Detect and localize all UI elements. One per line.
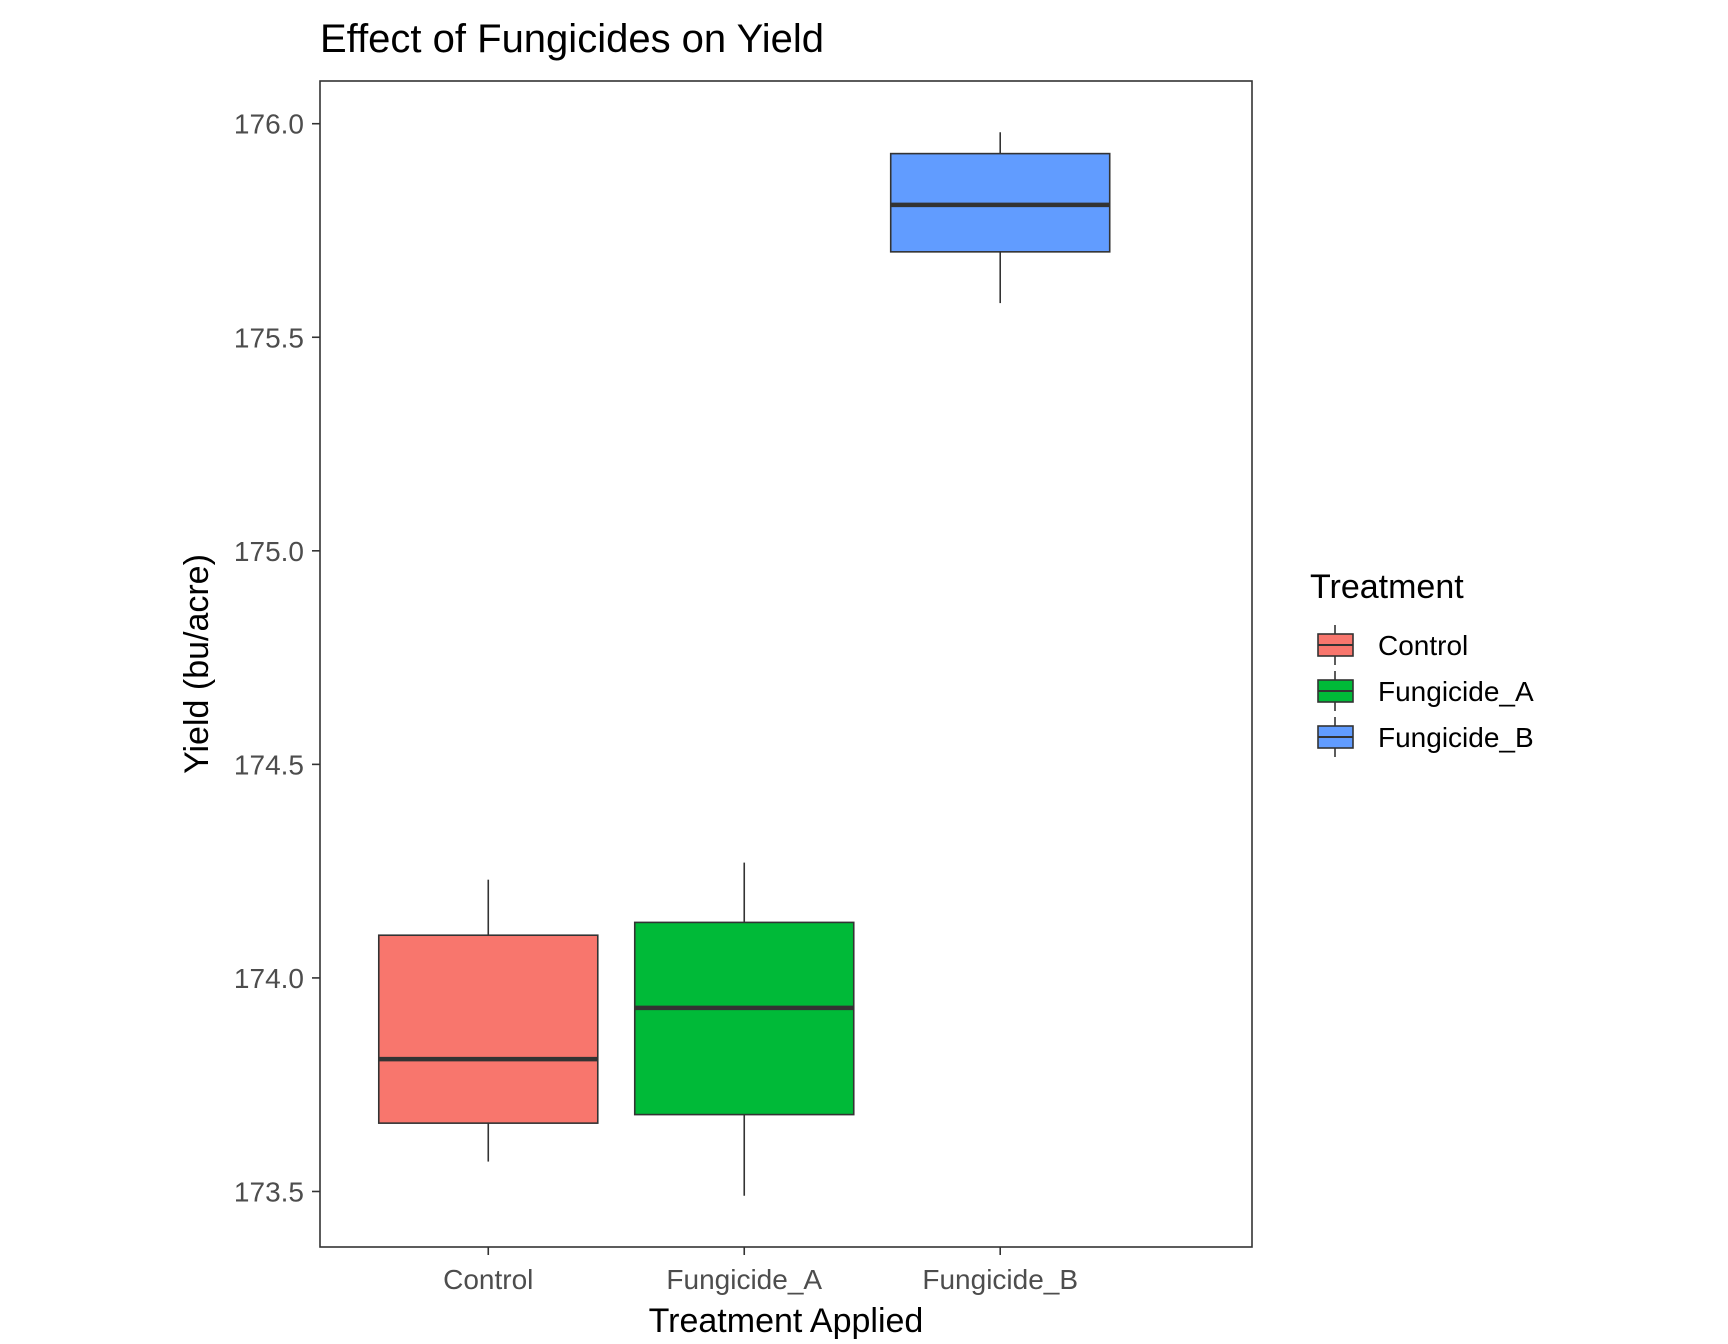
y-tick-label: 174.5	[234, 749, 304, 780]
x-tick-label: Fungicide_B	[922, 1264, 1078, 1295]
legend-title: Treatment	[1310, 568, 1464, 606]
legend-label: Control	[1378, 630, 1468, 661]
legend: Treatment Control Fungicide_A Fungicide_B	[1310, 568, 1534, 757]
x-tick-label: Fungicide_A	[666, 1264, 822, 1295]
y-tick-label: 175.0	[234, 536, 304, 567]
x-tick-label: Control	[443, 1264, 533, 1295]
y-axis: 173.5 174.0 174.5 175.0 175.5 176.0	[234, 109, 320, 1207]
legend-item: Control	[1317, 625, 1468, 665]
box-iqr	[633, 921, 855, 1116]
box-fungicide-a	[633, 862, 855, 1196]
box-fungicide-b	[889, 132, 1111, 304]
y-axis-title: Yield (bu/acre)	[178, 554, 216, 774]
legend-label: Fungicide_A	[1378, 676, 1534, 707]
legend-entries: Control Fungicide_A Fungicide_B	[1317, 625, 1534, 757]
boxes	[377, 132, 1111, 1196]
chart-title: Effect of Fungicides on Yield	[320, 17, 824, 61]
y-tick-label: 176.0	[234, 109, 304, 140]
legend-item: Fungicide_B	[1317, 717, 1534, 757]
legend-label: Fungicide_B	[1378, 722, 1534, 753]
y-tick-label: 173.5	[234, 1176, 304, 1207]
y-tick-label: 174.0	[234, 963, 304, 994]
legend-item: Fungicide_A	[1317, 671, 1534, 711]
x-axis: Control Fungicide_A Fungicide_B	[443, 1247, 1078, 1295]
box-control	[377, 879, 599, 1162]
box-iqr	[377, 934, 599, 1124]
y-tick-label: 175.5	[234, 322, 304, 353]
x-axis-title: Treatment Applied	[649, 1302, 924, 1340]
